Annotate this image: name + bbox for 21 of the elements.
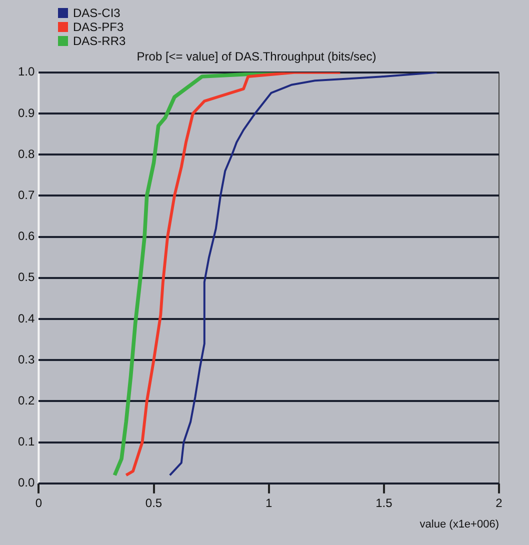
y-tick-label: 0.3 <box>18 352 35 366</box>
y-tick-label: 0.1 <box>18 434 35 449</box>
y-tick-label: 0.5 <box>18 270 35 284</box>
x-tick-label: 1 <box>265 496 272 510</box>
chart-title: Prob [<= value] of DAS.Throughput (bits/sec) <box>136 50 376 64</box>
x-tick-label: 0 <box>35 496 42 510</box>
y-tick-label: 0.2 <box>18 394 35 408</box>
x-tick-label: 2 <box>496 496 503 510</box>
y-tick-label: 0.7 <box>18 188 35 202</box>
legend-label: DAS-PF3 <box>73 20 124 34</box>
y-tick-label: 0.4 <box>18 311 35 326</box>
y-tick-label: 1.0 <box>18 64 35 79</box>
y-tick-label: 0.6 <box>18 229 35 244</box>
x-axis-title: value (x1e+006) <box>420 518 499 530</box>
legend-label: DAS-RR3 <box>73 34 126 48</box>
x-tick-label: 0.5 <box>145 496 162 510</box>
legend-label: DAS-CI3 <box>73 6 120 20</box>
y-tick-label: 0.8 <box>18 146 35 161</box>
y-tick-label: 0.0 <box>18 476 35 490</box>
x-tick-label: 1.5 <box>376 496 393 510</box>
y-tick-label: 0.9 <box>18 106 35 120</box>
